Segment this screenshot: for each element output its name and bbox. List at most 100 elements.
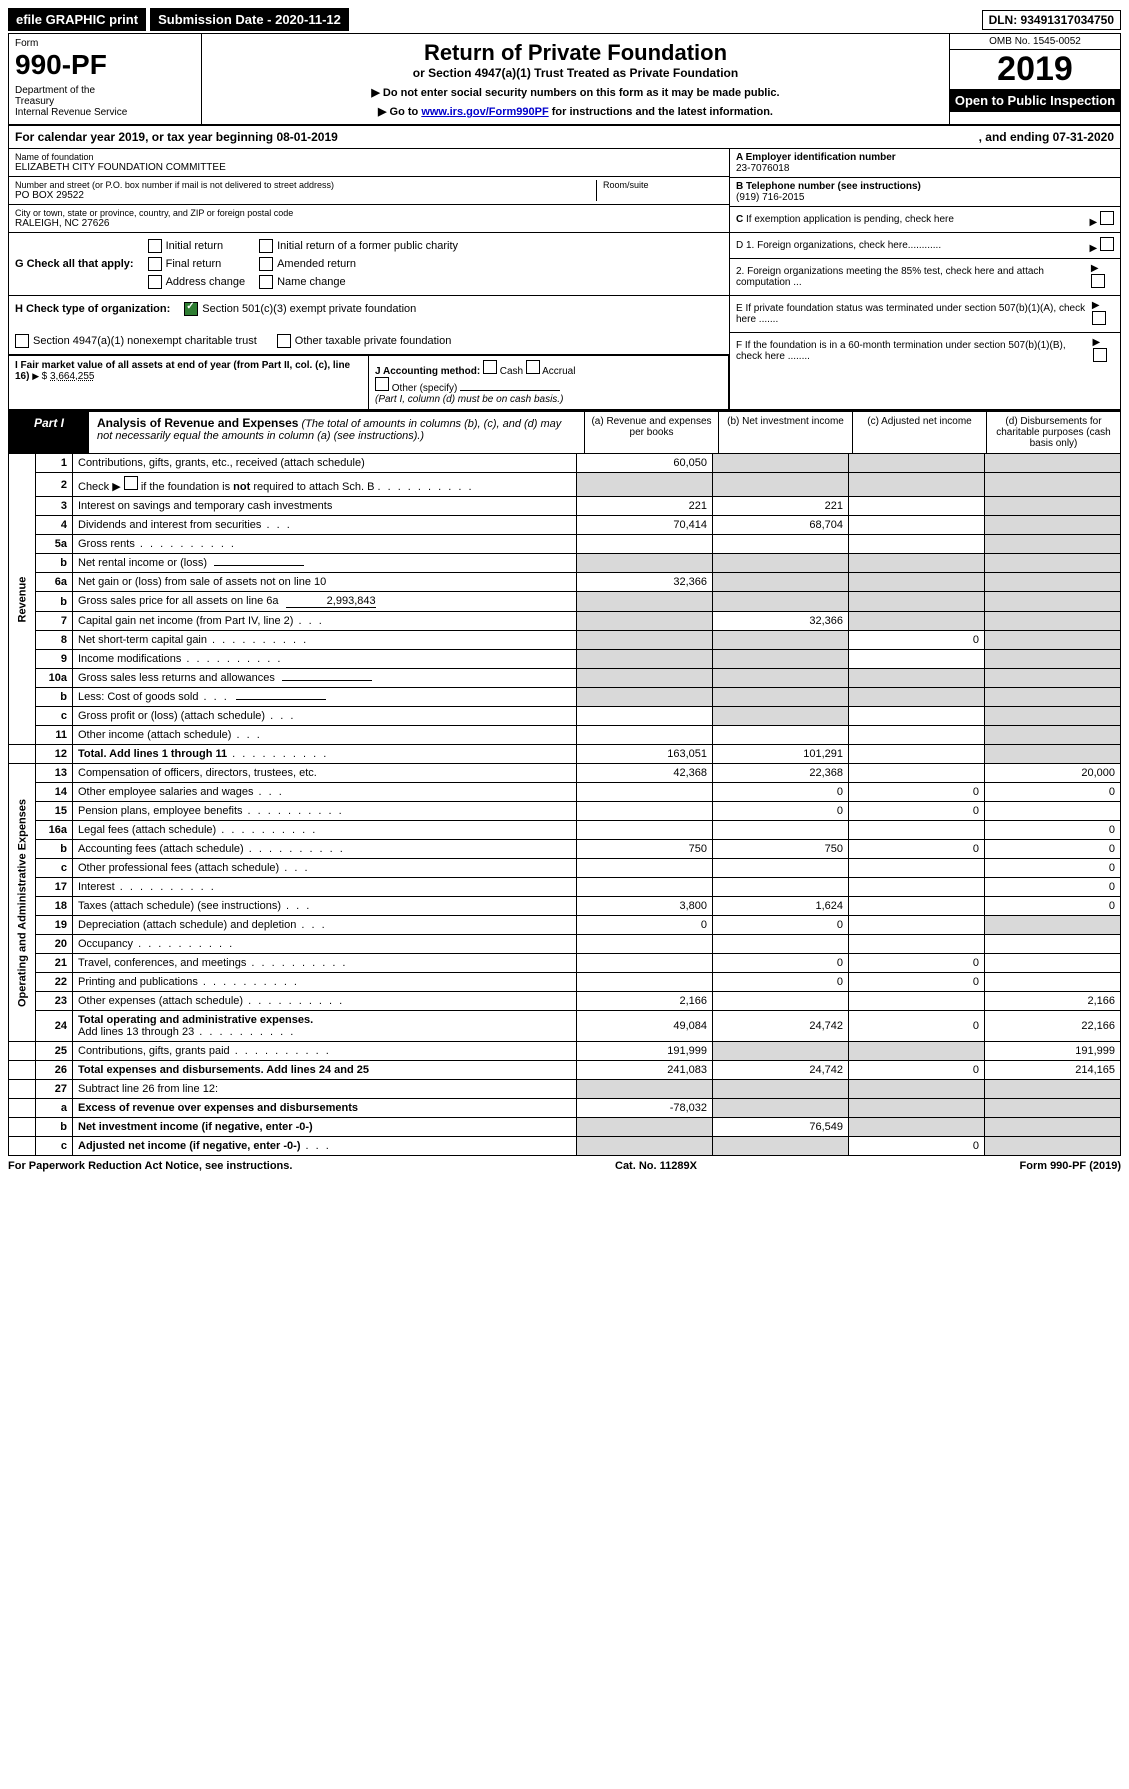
r17-desc: Interest (73, 878, 577, 897)
r10b-num: b (36, 688, 73, 707)
r13-desc: Compensation of officers, directors, tru… (73, 764, 577, 783)
cb-amended[interactable] (259, 257, 273, 271)
r4-desc: Dividends and interest from securities (73, 516, 577, 535)
cb-501c3[interactable] (184, 302, 198, 316)
r13-b: 22,368 (713, 764, 849, 783)
r2-desc: Check ▶ if the foundation is not require… (73, 473, 577, 497)
r16a-d: 0 (985, 821, 1121, 840)
foundation-name: ELIZABETH CITY FOUNDATION COMMITTEE (15, 162, 723, 173)
name-label: Name of foundation (15, 152, 723, 162)
header-right: OMB No. 1545-0052 2019 Open to Public In… (949, 34, 1120, 124)
r27a-desc: Excess of revenue over expenses and disb… (73, 1099, 577, 1118)
cb-d2[interactable] (1091, 274, 1105, 288)
r8-num: 8 (36, 631, 73, 650)
r27c-c: 0 (849, 1137, 985, 1156)
r8-desc: Net short-term capital gain (73, 631, 577, 650)
r13-d: 20,000 (985, 764, 1121, 783)
footer-mid: Cat. No. 11289X (615, 1160, 697, 1172)
r5b-desc: Net rental income or (loss) (73, 554, 577, 573)
ein: 23-7076018 (736, 163, 789, 174)
r21-desc: Travel, conferences, and meetings (73, 954, 577, 973)
lbl-name-change: Name change (277, 276, 346, 288)
r3-num: 3 (36, 497, 73, 516)
r6b-inline: 2,993,843 (286, 595, 376, 608)
r22-b: 0 (713, 973, 849, 992)
cb-other-taxable[interactable] (277, 334, 291, 348)
cb-name-change[interactable] (259, 275, 273, 289)
cb-addr-change[interactable] (148, 275, 162, 289)
cb-c[interactable] (1100, 211, 1114, 225)
part1-header: Part I Analysis of Revenue and Expenses … (8, 410, 1121, 454)
r26-c: 0 (849, 1061, 985, 1080)
r21-c: 0 (849, 954, 985, 973)
r1-desc: Contributions, gifts, grants, etc., rece… (73, 454, 577, 473)
cb-d1[interactable] (1100, 237, 1114, 251)
r13-num: 13 (36, 764, 73, 783)
r7-b: 32,366 (713, 612, 849, 631)
cb-e[interactable] (1092, 311, 1106, 325)
col-c-head: (c) Adjusted net income (853, 412, 987, 453)
r24-d: 22,166 (985, 1011, 1121, 1042)
r24-b: 24,742 (713, 1011, 849, 1042)
r23-num: 23 (36, 992, 73, 1011)
r6a-a: 32,366 (577, 573, 713, 592)
part1-desc: Analysis of Revenue and Expenses (The to… (89, 412, 585, 453)
cb-other-method[interactable] (375, 377, 389, 391)
r19-desc: Depreciation (attach schedule) and deple… (73, 916, 577, 935)
omb: OMB No. 1545-0052 (950, 34, 1120, 50)
cb-initial[interactable] (148, 239, 162, 253)
r10a-num: 10a (36, 669, 73, 688)
r14-num: 14 (36, 783, 73, 802)
cb-final[interactable] (148, 257, 162, 271)
r27-desc: Subtract line 26 from line 12: (73, 1080, 577, 1099)
j-label: J Accounting method: (375, 366, 480, 377)
r4-b: 68,704 (713, 516, 849, 535)
r14-d: 0 (985, 783, 1121, 802)
r25-desc: Contributions, gifts, grants paid (73, 1042, 577, 1061)
r16b-b: 750 (713, 840, 849, 859)
r6a-num: 6a (36, 573, 73, 592)
cal-end: , and ending 07-31-2020 (979, 130, 1114, 144)
r22-num: 22 (36, 973, 73, 992)
dept: Department of theTreasuryInternal Revenu… (15, 85, 195, 118)
cb-accrual[interactable] (526, 360, 540, 374)
r24-desc: Total operating and administrative expen… (73, 1011, 577, 1042)
addr: PO BOX 29522 (15, 190, 596, 201)
r6b-desc: Gross sales price for all assets on line… (73, 592, 577, 612)
r10c-num: c (36, 707, 73, 726)
r15-b: 0 (713, 802, 849, 821)
box-j: J Accounting method: Cash Accrual Other … (369, 356, 729, 409)
lbl-accrual: Accrual (542, 366, 575, 377)
cal-begin: For calendar year 2019, or tax year begi… (15, 130, 338, 144)
g-label: G Check all that apply: (15, 258, 134, 270)
box-i: I Fair market value of all assets at end… (9, 356, 369, 409)
r23-a: 2,166 (577, 992, 713, 1011)
entity-left: Name of foundation ELIZABETH CITY FOUNDA… (9, 149, 729, 409)
r27b-desc: Net investment income (if negative, ente… (73, 1118, 577, 1137)
cb-4947[interactable] (15, 334, 29, 348)
r20-desc: Occupancy (73, 935, 577, 954)
cb-schb[interactable] (124, 476, 138, 490)
r16a-num: 16a (36, 821, 73, 840)
lbl-cash: Cash (500, 366, 523, 377)
submission-date: Submission Date - 2020-11-12 (150, 8, 349, 31)
lbl-initial-former: Initial return of a former public charit… (277, 240, 458, 252)
r18-num: 18 (36, 897, 73, 916)
cb-f[interactable] (1093, 348, 1107, 362)
lbl-addr-change: Address change (166, 276, 246, 288)
footer-left: For Paperwork Reduction Act Notice, see … (8, 1160, 292, 1172)
form-number: 990-PF (15, 49, 195, 81)
r12-b: 101,291 (713, 745, 849, 764)
form-link[interactable]: www.irs.gov/Form990PF (421, 106, 548, 118)
r7-num: 7 (36, 612, 73, 631)
lbl-amended: Amended return (277, 258, 356, 270)
phone: (919) 716-2015 (736, 192, 804, 203)
header-left: Form 990-PF Department of theTreasuryInt… (9, 34, 202, 124)
cb-cash[interactable] (483, 360, 497, 374)
d1-label: D 1. Foreign organizations, check here..… (736, 240, 941, 251)
cb-initial-former[interactable] (259, 239, 273, 253)
r12-desc: Total. Add lines 1 through 11 (73, 745, 577, 764)
b-label: B Telephone number (see instructions) (736, 181, 921, 192)
r4-num: 4 (36, 516, 73, 535)
r3-b: 221 (713, 497, 849, 516)
